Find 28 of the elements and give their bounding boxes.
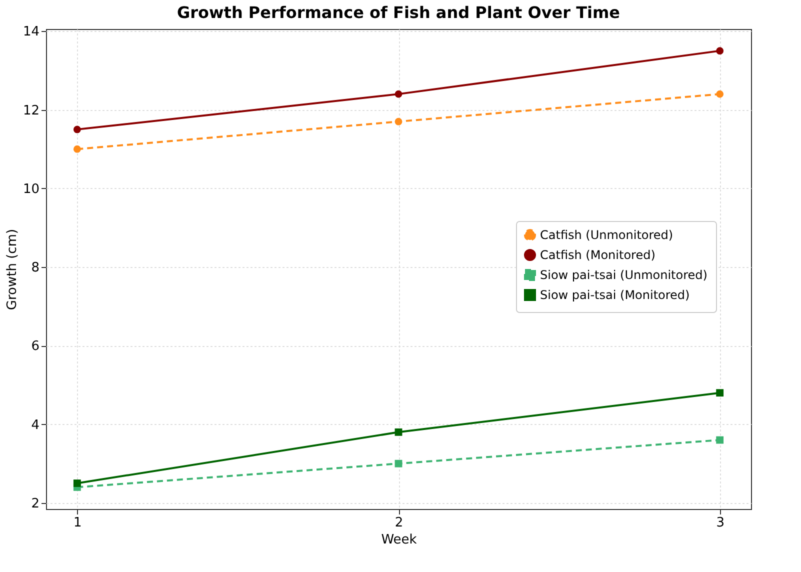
- legend-label: Siow pai-tsai (Unmonitored): [540, 268, 708, 282]
- y-tick-label: 8: [31, 260, 40, 276]
- point: [394, 460, 402, 468]
- y-tick-label: 6: [31, 339, 40, 354]
- y-tick-label: 14: [22, 24, 40, 40]
- y-tick-label: 2: [31, 496, 40, 512]
- point: [73, 126, 81, 134]
- point: [394, 118, 402, 126]
- point: [394, 428, 402, 436]
- y-axis-title: Growth (cm): [4, 228, 20, 310]
- point: [716, 436, 724, 444]
- point: [73, 480, 81, 487]
- legend-label: Siow pai-tsai (Monitored): [540, 288, 690, 302]
- point: [716, 90, 724, 98]
- point: [394, 90, 402, 98]
- legend-label: Catfish (Monitored): [540, 248, 656, 262]
- y-tick-label: 12: [22, 103, 40, 118]
- x-tick-label: 2: [394, 516, 404, 530]
- x-axis-title: Week: [381, 532, 418, 548]
- point: [716, 389, 724, 397]
- y-tick-label: 10: [22, 182, 40, 197]
- point: [716, 47, 724, 55]
- legend-label: Catfish (Unmonitored): [540, 228, 674, 242]
- point: [73, 145, 81, 153]
- y-tick-label: 4: [31, 418, 40, 433]
- x-tick-label: 1: [74, 516, 82, 530]
- x-tick-label: 3: [716, 516, 724, 530]
- chart-title: Growth Performance of Fish and Plant Over Time: [177, 3, 620, 22]
